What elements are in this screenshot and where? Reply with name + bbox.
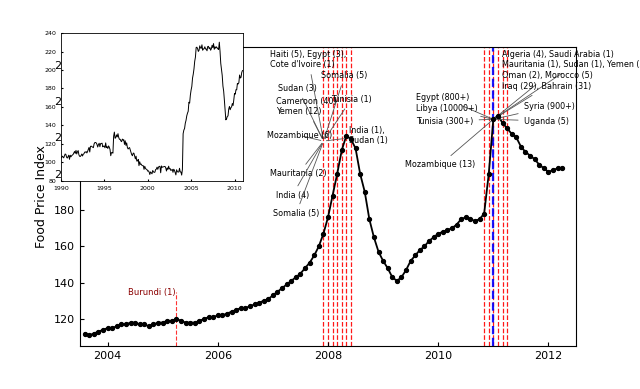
Y-axis label: Food Price Index: Food Price Index <box>35 145 49 248</box>
Text: Mauritania (2): Mauritania (2) <box>270 143 327 178</box>
Text: Sudan (3): Sudan (3) <box>278 84 323 138</box>
Text: Mozambique (13): Mozambique (13) <box>405 121 492 169</box>
Text: Iraq (29), Bahrain (31): Iraq (29), Bahrain (31) <box>496 82 591 118</box>
Text: Algeria (4), Saudi Arabia (1)
Mauritania (1), Sudan (1), Yemen (300+): Algeria (4), Saudi Arabia (1) Mauritania… <box>495 50 640 118</box>
Text: India (1),
Sudan (1): India (1), Sudan (1) <box>326 126 388 145</box>
Text: Egypt (800+): Egypt (800+) <box>416 93 491 118</box>
Text: Cameroon (40)
Yemen (12): Cameroon (40) Yemen (12) <box>276 97 336 138</box>
Text: Haiti (5), Egypt (3),
Cote d'Ivoire (1): Haiti (5), Egypt (3), Cote d'Ivoire (1) <box>270 50 346 138</box>
Text: Mozambique (6): Mozambique (6) <box>268 131 333 140</box>
Text: Somalia (5): Somalia (5) <box>321 71 368 138</box>
Text: Tunisia (300+): Tunisia (300+) <box>416 117 490 126</box>
Text: Syria (900+): Syria (900+) <box>496 102 575 119</box>
Text: Tunisia (1): Tunisia (1) <box>325 95 371 139</box>
Text: Libya (10000+): Libya (10000+) <box>416 104 491 119</box>
Text: Oman (2), Morocco (5): Oman (2), Morocco (5) <box>495 71 593 117</box>
Text: Burundi (1): Burundi (1) <box>128 288 175 297</box>
Text: Somalia (5): Somalia (5) <box>273 144 323 218</box>
Text: Uganda (5): Uganda (5) <box>496 117 569 126</box>
Text: India (4): India (4) <box>276 144 322 200</box>
